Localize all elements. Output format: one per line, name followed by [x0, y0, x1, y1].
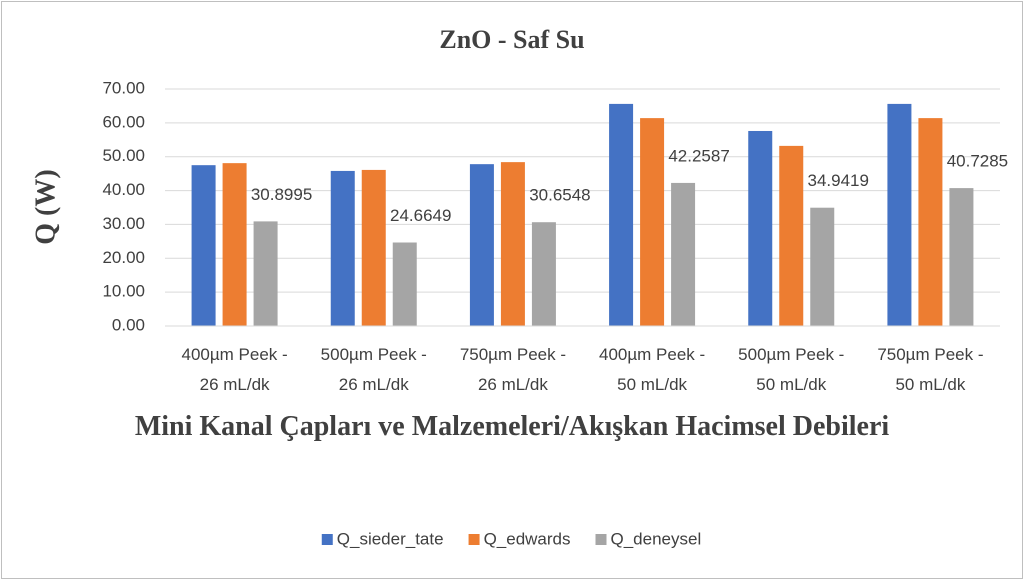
y-tick-label: 60.00	[102, 112, 145, 131]
legend-swatch	[595, 534, 607, 545]
chart-title: ZnO - Saf Su	[439, 25, 584, 54]
data-label: 30.6548	[529, 186, 590, 205]
bar	[779, 145, 804, 326]
y-tick-label: 40.00	[102, 180, 145, 199]
x-tick-label: 500µm Peek - 50 mL/dk	[738, 345, 845, 394]
bar	[361, 169, 386, 326]
data-label: 42.2587	[668, 146, 729, 165]
y-tick-label: 50.00	[102, 146, 145, 165]
data-label: 40.7285	[947, 152, 1008, 171]
bar	[918, 118, 943, 326]
data-label: 34.9419	[808, 171, 869, 190]
bar	[191, 165, 216, 326]
y-tick-label: 70.00	[102, 78, 145, 97]
legend-label: Q_edwards	[484, 529, 571, 548]
data-label: 30.8995	[251, 185, 312, 204]
x-tick-label: 400µm Peek - 50 mL/dk	[598, 345, 706, 394]
x-tick-label: 500µm Peek - 26 mL/dk	[320, 345, 427, 394]
data-label: 24.6649	[390, 206, 451, 225]
bar	[222, 163, 247, 326]
y-tick-label: 30.00	[102, 214, 145, 233]
x-tick-label: 750µm Peek - 50 mL/dk	[877, 345, 984, 394]
legend-swatch	[321, 534, 333, 545]
bar	[531, 222, 556, 326]
legend-swatch	[468, 534, 480, 545]
legend-label: Q_sieder_tate	[337, 529, 444, 548]
bar	[887, 103, 912, 326]
x-tick-label: 750µm Peek - 26 mL/dk	[459, 345, 566, 394]
bar	[253, 221, 278, 326]
x-tick-label: 400µm Peek - 26 mL/dk	[181, 345, 288, 394]
bar	[392, 242, 417, 326]
bar	[330, 170, 355, 326]
y-tick-label: 20.00	[102, 248, 145, 267]
x-axis-label: Mini Kanal Çapları ve Malzemeleri/Akışka…	[134, 411, 890, 442]
bar	[609, 103, 634, 326]
bar	[500, 162, 525, 326]
bar	[810, 207, 835, 326]
legend-label: Q_deneysel	[611, 529, 702, 548]
y-tick-label: 10.00	[102, 282, 145, 301]
y-axis-label: Q (W)	[30, 169, 61, 244]
bar	[748, 130, 773, 326]
bar	[671, 182, 696, 326]
bar	[640, 118, 665, 326]
bar	[949, 188, 974, 326]
y-tick-label: 0.00	[112, 315, 145, 334]
bar	[469, 164, 494, 326]
